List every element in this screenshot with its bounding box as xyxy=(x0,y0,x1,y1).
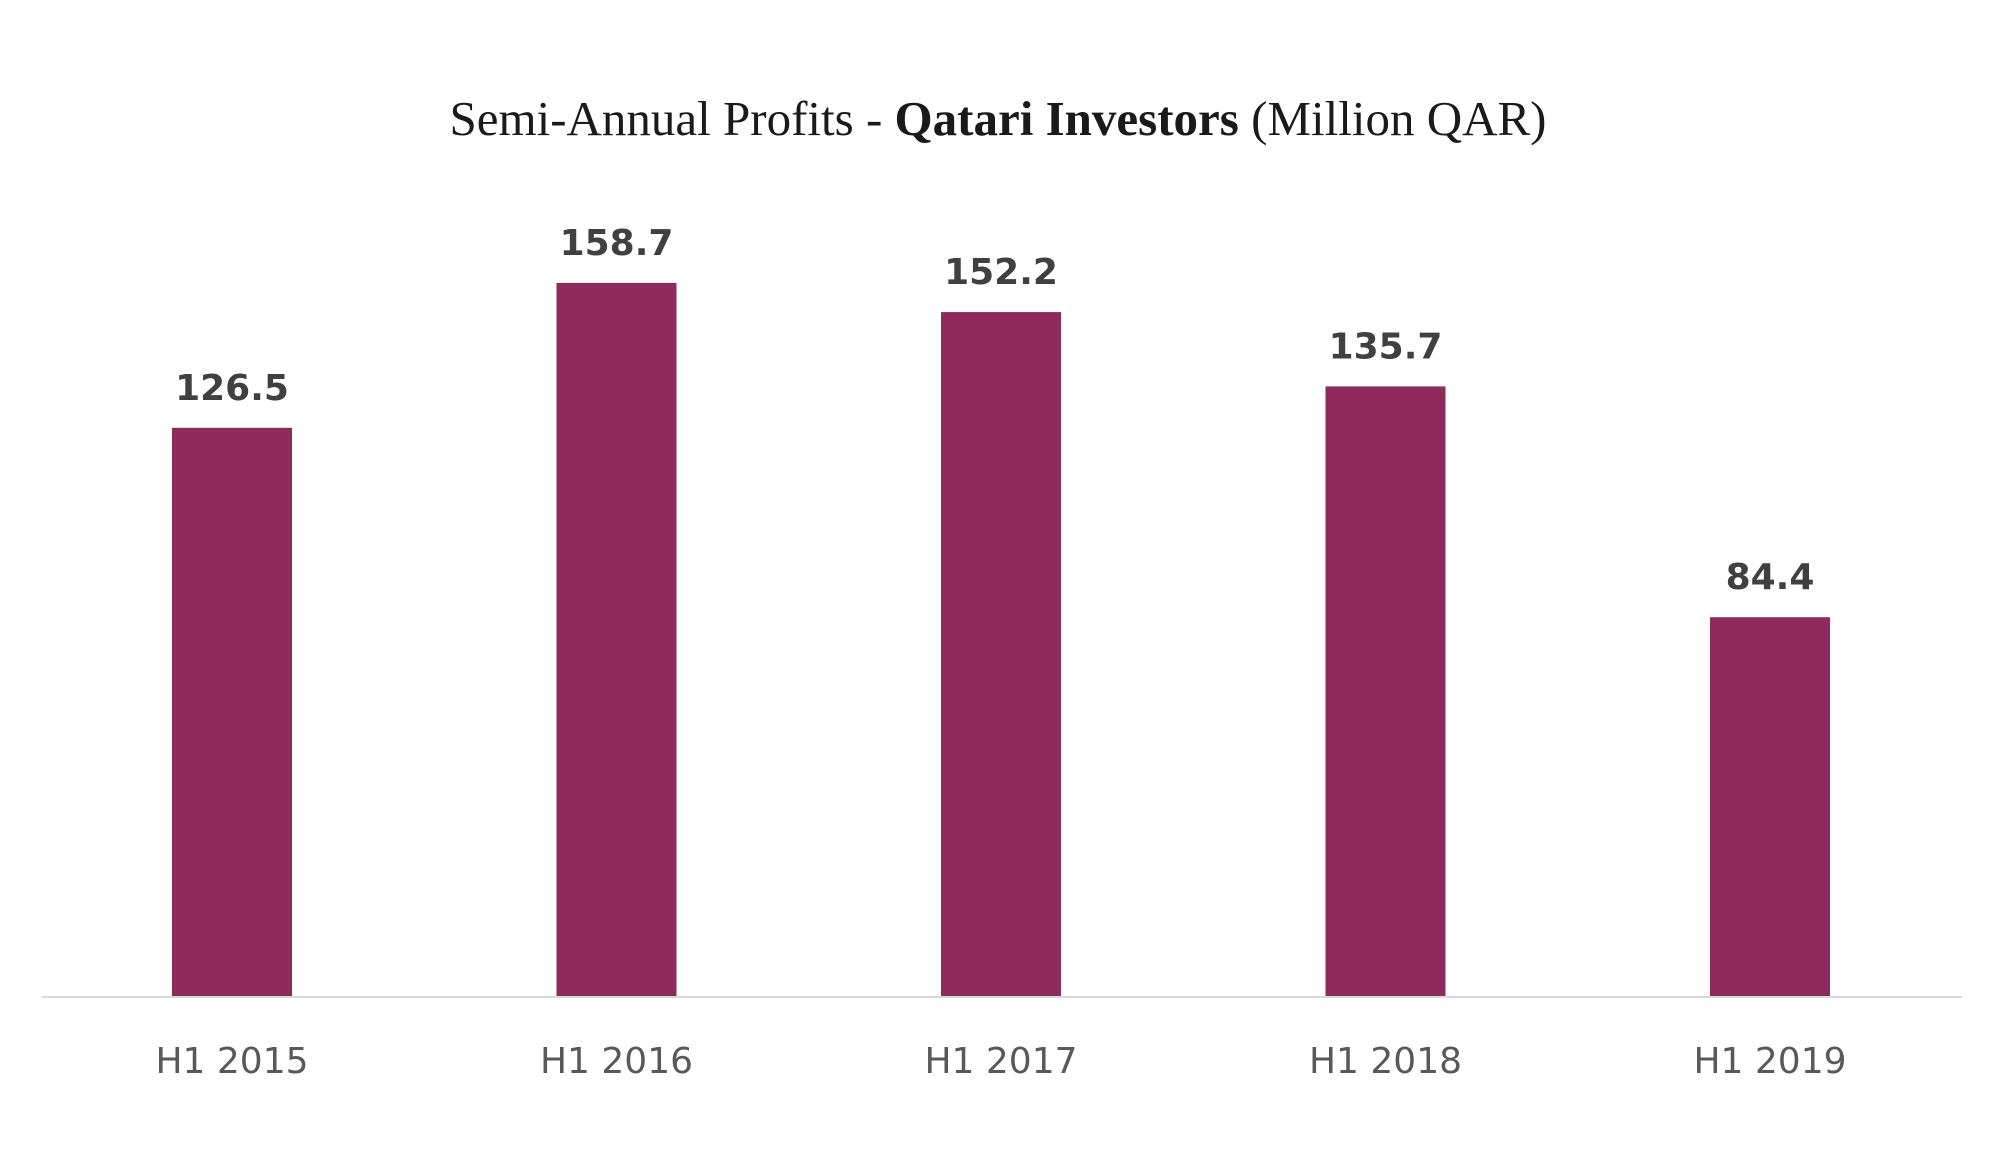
bar-h1-2018 xyxy=(1325,386,1446,997)
bar-h1-2016 xyxy=(556,282,677,997)
value-label: 84.4 xyxy=(1726,557,1815,598)
chart-title-suffix: (Million QAR) xyxy=(1239,91,1547,146)
value-label: 135.7 xyxy=(1329,326,1443,367)
category-label: H1 2019 xyxy=(1693,1041,1846,1082)
chart-title: Semi-Annual Profits - Qatari Investors (… xyxy=(450,91,1547,146)
category-label: H1 2015 xyxy=(155,1041,308,1082)
value-label: 126.5 xyxy=(175,368,289,409)
value-label: 158.7 xyxy=(560,223,674,264)
bar-h1-2017 xyxy=(941,312,1061,998)
chart-title-bold: Qatari Investors xyxy=(895,91,1239,146)
category-label: H1 2018 xyxy=(1309,1041,1462,1082)
category-label: H1 2016 xyxy=(540,1041,693,1082)
bars-group xyxy=(172,282,1830,998)
category-label: H1 2017 xyxy=(924,1041,1077,1082)
category-labels-group: H1 2015 H1 2016 H1 2017 H1 2018 H1 2019 xyxy=(155,1041,1846,1082)
bar-h1-2019 xyxy=(1710,617,1830,997)
chart-title-prefix: Semi-Annual Profits - xyxy=(450,91,895,146)
value-label: 152.2 xyxy=(944,252,1058,293)
bar-h1-2015 xyxy=(172,427,292,998)
value-labels-group: 126.5 158.7 152.2 135.7 84.4 xyxy=(175,223,1814,598)
